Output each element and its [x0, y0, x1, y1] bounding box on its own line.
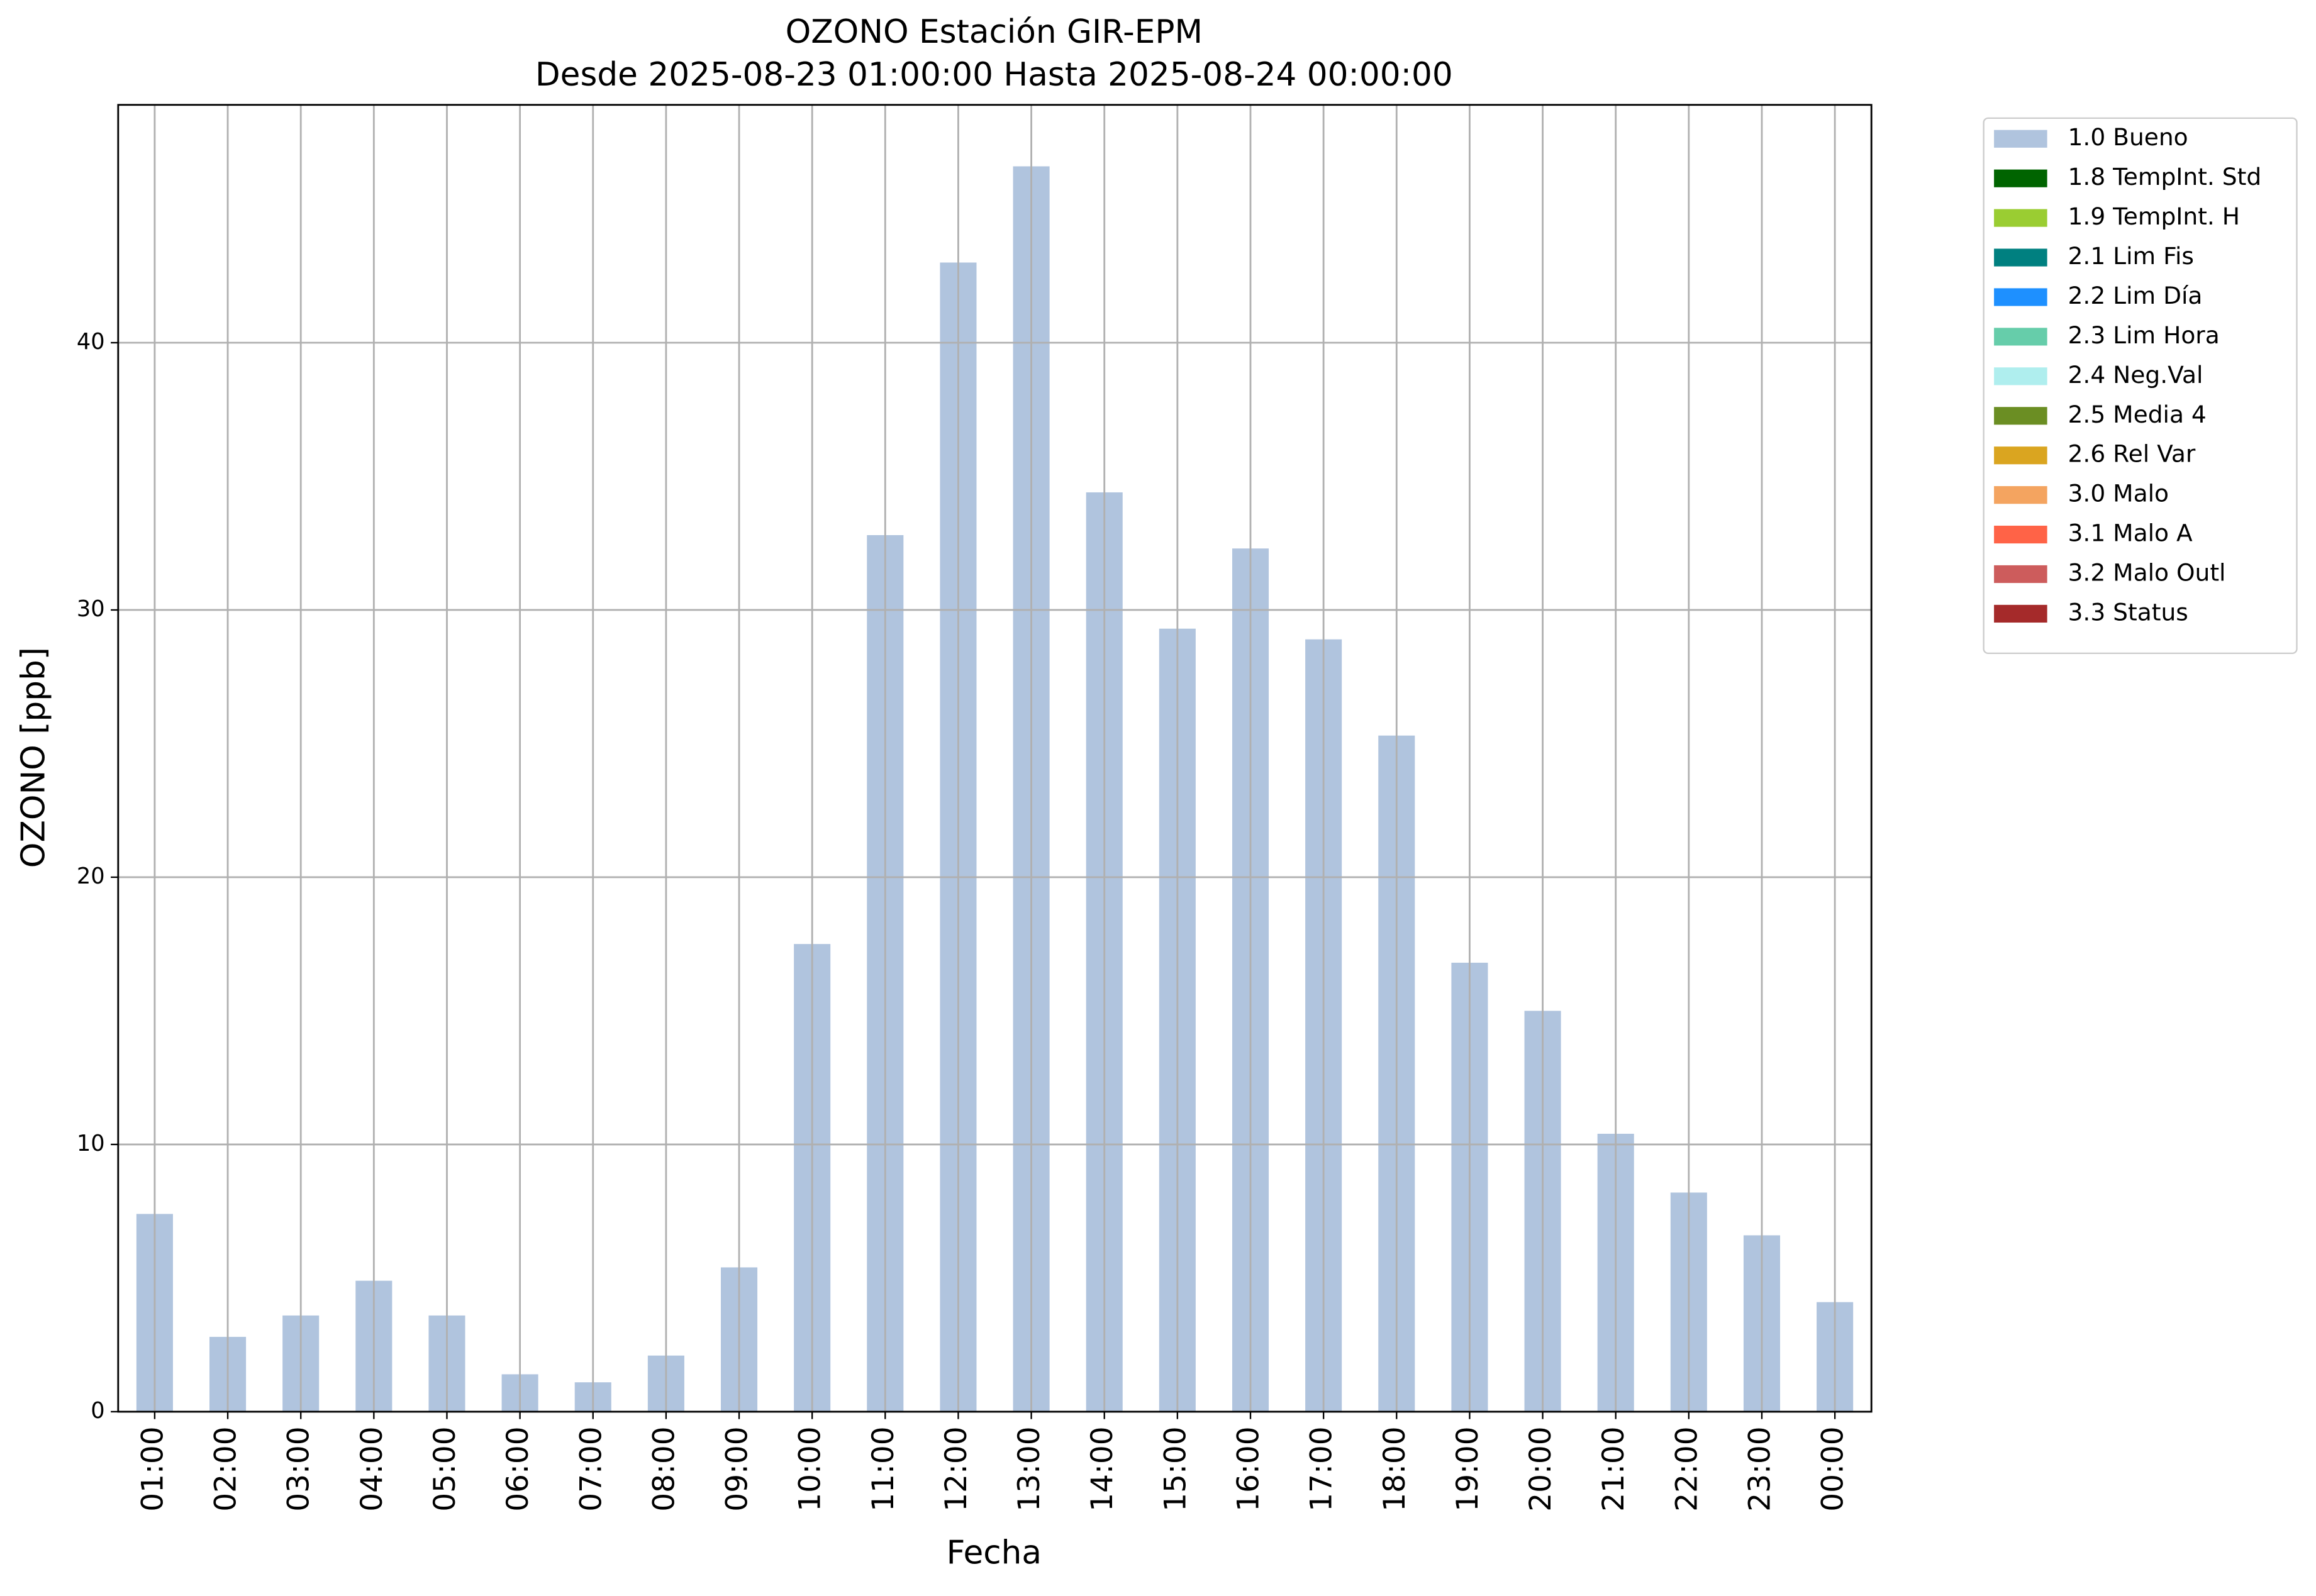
x-tick-label: 16:00	[1232, 1426, 1266, 1511]
legend-label: 3.2 Malo Outl	[2068, 559, 2226, 587]
legend-label: 2.2 Lim Día	[2068, 282, 2203, 309]
legend-swatch	[1994, 525, 2047, 544]
x-tick-label: 04:00	[355, 1426, 389, 1511]
y-tick-label: 0	[91, 1398, 104, 1424]
x-tick-label: 03:00	[282, 1426, 316, 1511]
legend-swatch	[1994, 288, 2047, 306]
y-tick-label: 40	[77, 329, 105, 355]
legend-swatch	[1994, 486, 2047, 504]
x-tick-label: 06:00	[501, 1426, 535, 1511]
x-tick-label: 07:00	[574, 1426, 608, 1511]
x-tick-label: 13:00	[1012, 1426, 1047, 1511]
legend-swatch	[1994, 209, 2047, 227]
legend-label: 1.8 TempInt. Std	[2068, 163, 2262, 191]
x-tick-label: 20:00	[1523, 1426, 1558, 1511]
x-tick-label: 15:00	[1158, 1426, 1193, 1511]
x-tick-label: 08:00	[647, 1426, 681, 1511]
plot-frame	[117, 104, 1873, 1413]
x-tick-label: 12:00	[939, 1426, 974, 1511]
x-tick-label: 22:00	[1669, 1426, 1704, 1511]
x-tick-label: 02:00	[209, 1426, 243, 1511]
legend-swatch	[1994, 604, 2047, 623]
x-tick-label: 21:00	[1596, 1426, 1631, 1511]
legend-label: 2.5 Media 4	[2068, 401, 2207, 428]
x-axis-label: Fecha	[947, 1534, 1042, 1572]
chart-title: OZONO Estación GIR-EPM	[786, 13, 1203, 51]
legend-label: 3.1 Malo A	[2068, 519, 2193, 547]
chart-subtitle: Desde 2025-08-23 01:00:00 Hasta 2025-08-…	[535, 56, 1453, 94]
legend-label: 2.1 Lim Fis	[2068, 242, 2194, 270]
x-tick-label: 01:00	[135, 1426, 170, 1511]
x-tick-label: 18:00	[1378, 1426, 1412, 1511]
y-tick-label: 20	[77, 863, 105, 889]
x-tick-label: 19:00	[1450, 1426, 1485, 1511]
x-tick-label: 05:00	[428, 1426, 462, 1511]
x-tick-label: 11:00	[866, 1426, 901, 1511]
legend-label: 2.4 Neg.Val	[2068, 361, 2203, 389]
legend-swatch	[1994, 446, 2047, 465]
legend-swatch	[1994, 169, 2047, 187]
legend-label: 2.6 Rel Var	[2068, 440, 2196, 468]
legend-label: 2.3 Lim Hora	[2068, 321, 2220, 349]
legend-label: 3.0 Malo	[2068, 480, 2169, 507]
legend-swatch	[1994, 407, 2047, 425]
legend-label: 1.9 TempInt. H	[2068, 202, 2241, 230]
x-tick-label: 10:00	[793, 1426, 828, 1511]
legend-swatch	[1994, 248, 2047, 267]
x-tick-label: 23:00	[1742, 1426, 1777, 1511]
legend-swatch	[1994, 367, 2047, 385]
legend-box	[1983, 117, 2298, 655]
x-tick-label: 17:00	[1305, 1426, 1339, 1511]
y-tick-label: 30	[77, 596, 105, 622]
legend-label: 3.3 Status	[2068, 598, 2188, 626]
legend-swatch	[1994, 130, 2047, 148]
legend-swatch	[1994, 328, 2047, 346]
x-tick-label: 00:00	[1816, 1426, 1851, 1511]
legend-label: 1.0 Bueno	[2068, 123, 2188, 151]
y-axis-label: OZONO [ppb]	[14, 647, 52, 868]
x-tick-label: 14:00	[1085, 1426, 1120, 1511]
legend-swatch	[1994, 565, 2047, 584]
x-tick-label: 09:00	[720, 1426, 755, 1511]
y-tick-label: 10	[77, 1131, 105, 1156]
